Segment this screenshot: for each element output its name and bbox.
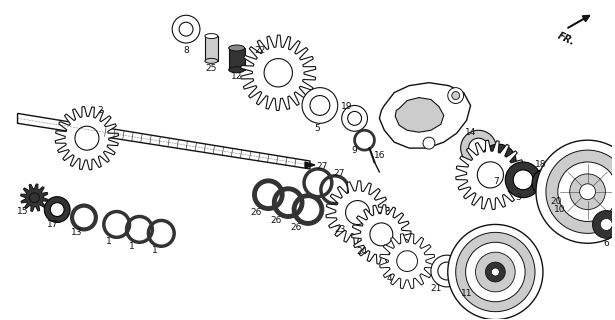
Text: 21: 21 [430, 284, 442, 293]
Ellipse shape [205, 34, 218, 39]
Polygon shape [240, 35, 315, 110]
Text: 2: 2 [97, 106, 103, 115]
Circle shape [592, 211, 615, 238]
Circle shape [431, 255, 462, 287]
Circle shape [558, 162, 615, 221]
Polygon shape [326, 181, 389, 244]
Text: 1: 1 [129, 242, 135, 251]
Text: 26: 26 [271, 216, 282, 225]
Polygon shape [352, 205, 411, 264]
Text: 20: 20 [550, 197, 561, 206]
Circle shape [302, 88, 338, 123]
Text: 26: 26 [290, 223, 302, 232]
Circle shape [532, 169, 560, 197]
Circle shape [50, 203, 64, 217]
Circle shape [423, 137, 435, 149]
Bar [205, 36, 218, 61]
Circle shape [44, 197, 70, 222]
Circle shape [342, 106, 368, 131]
Circle shape [347, 111, 362, 125]
Circle shape [452, 92, 459, 100]
Circle shape [370, 223, 393, 246]
Text: 13: 13 [71, 228, 83, 237]
Polygon shape [18, 113, 310, 169]
Polygon shape [395, 98, 444, 132]
Text: 27: 27 [316, 163, 328, 172]
Circle shape [536, 140, 615, 243]
Text: 23: 23 [334, 225, 346, 234]
Circle shape [397, 251, 418, 271]
Text: 1: 1 [151, 246, 157, 255]
Circle shape [456, 232, 535, 312]
Text: 12: 12 [231, 72, 242, 81]
Text: 10: 10 [554, 205, 566, 214]
Circle shape [546, 150, 615, 233]
Text: 11: 11 [461, 289, 472, 298]
Circle shape [475, 252, 515, 292]
Text: 15: 15 [17, 207, 28, 216]
Circle shape [477, 162, 504, 188]
Circle shape [264, 59, 292, 87]
Text: 25: 25 [205, 64, 216, 73]
Circle shape [485, 262, 506, 282]
Text: FR.: FR. [555, 31, 576, 48]
Circle shape [448, 88, 464, 103]
Circle shape [488, 152, 508, 172]
Ellipse shape [205, 58, 218, 63]
Polygon shape [379, 83, 470, 148]
Text: 7: 7 [493, 177, 499, 186]
Circle shape [30, 193, 39, 203]
Ellipse shape [229, 45, 245, 51]
Text: 4: 4 [386, 275, 392, 284]
Text: 22: 22 [255, 46, 266, 55]
Circle shape [448, 224, 543, 320]
Text: 6: 6 [603, 239, 609, 248]
Circle shape [554, 178, 569, 194]
Circle shape [569, 174, 605, 210]
Circle shape [600, 219, 613, 230]
Polygon shape [55, 107, 119, 170]
Polygon shape [379, 234, 435, 289]
Circle shape [310, 96, 330, 116]
Circle shape [506, 162, 541, 198]
Circle shape [513, 170, 533, 190]
Circle shape [172, 15, 200, 43]
Circle shape [579, 184, 595, 200]
Circle shape [491, 268, 499, 276]
Circle shape [438, 262, 456, 280]
Text: 8: 8 [183, 46, 189, 55]
Text: 5: 5 [314, 124, 320, 133]
Circle shape [346, 201, 370, 225]
Text: 19: 19 [341, 102, 352, 111]
Polygon shape [21, 184, 48, 212]
Text: 16: 16 [374, 150, 385, 160]
Text: 3: 3 [515, 193, 521, 202]
Circle shape [466, 242, 525, 302]
Circle shape [469, 138, 488, 158]
Polygon shape [305, 162, 315, 168]
Text: 14: 14 [465, 128, 476, 137]
Circle shape [480, 144, 516, 180]
Circle shape [548, 172, 576, 200]
Text: 18: 18 [535, 160, 547, 170]
Circle shape [179, 22, 193, 36]
Text: 24: 24 [356, 247, 367, 256]
Text: 1: 1 [106, 237, 111, 246]
Text: 9: 9 [352, 146, 357, 155]
Circle shape [538, 175, 554, 191]
Text: 26: 26 [251, 208, 262, 217]
Text: 27: 27 [333, 169, 344, 178]
Polygon shape [456, 140, 525, 210]
Circle shape [461, 130, 496, 166]
Text: 17: 17 [47, 220, 58, 229]
Circle shape [75, 126, 99, 150]
Bar [229, 48, 245, 70]
Ellipse shape [229, 67, 245, 73]
